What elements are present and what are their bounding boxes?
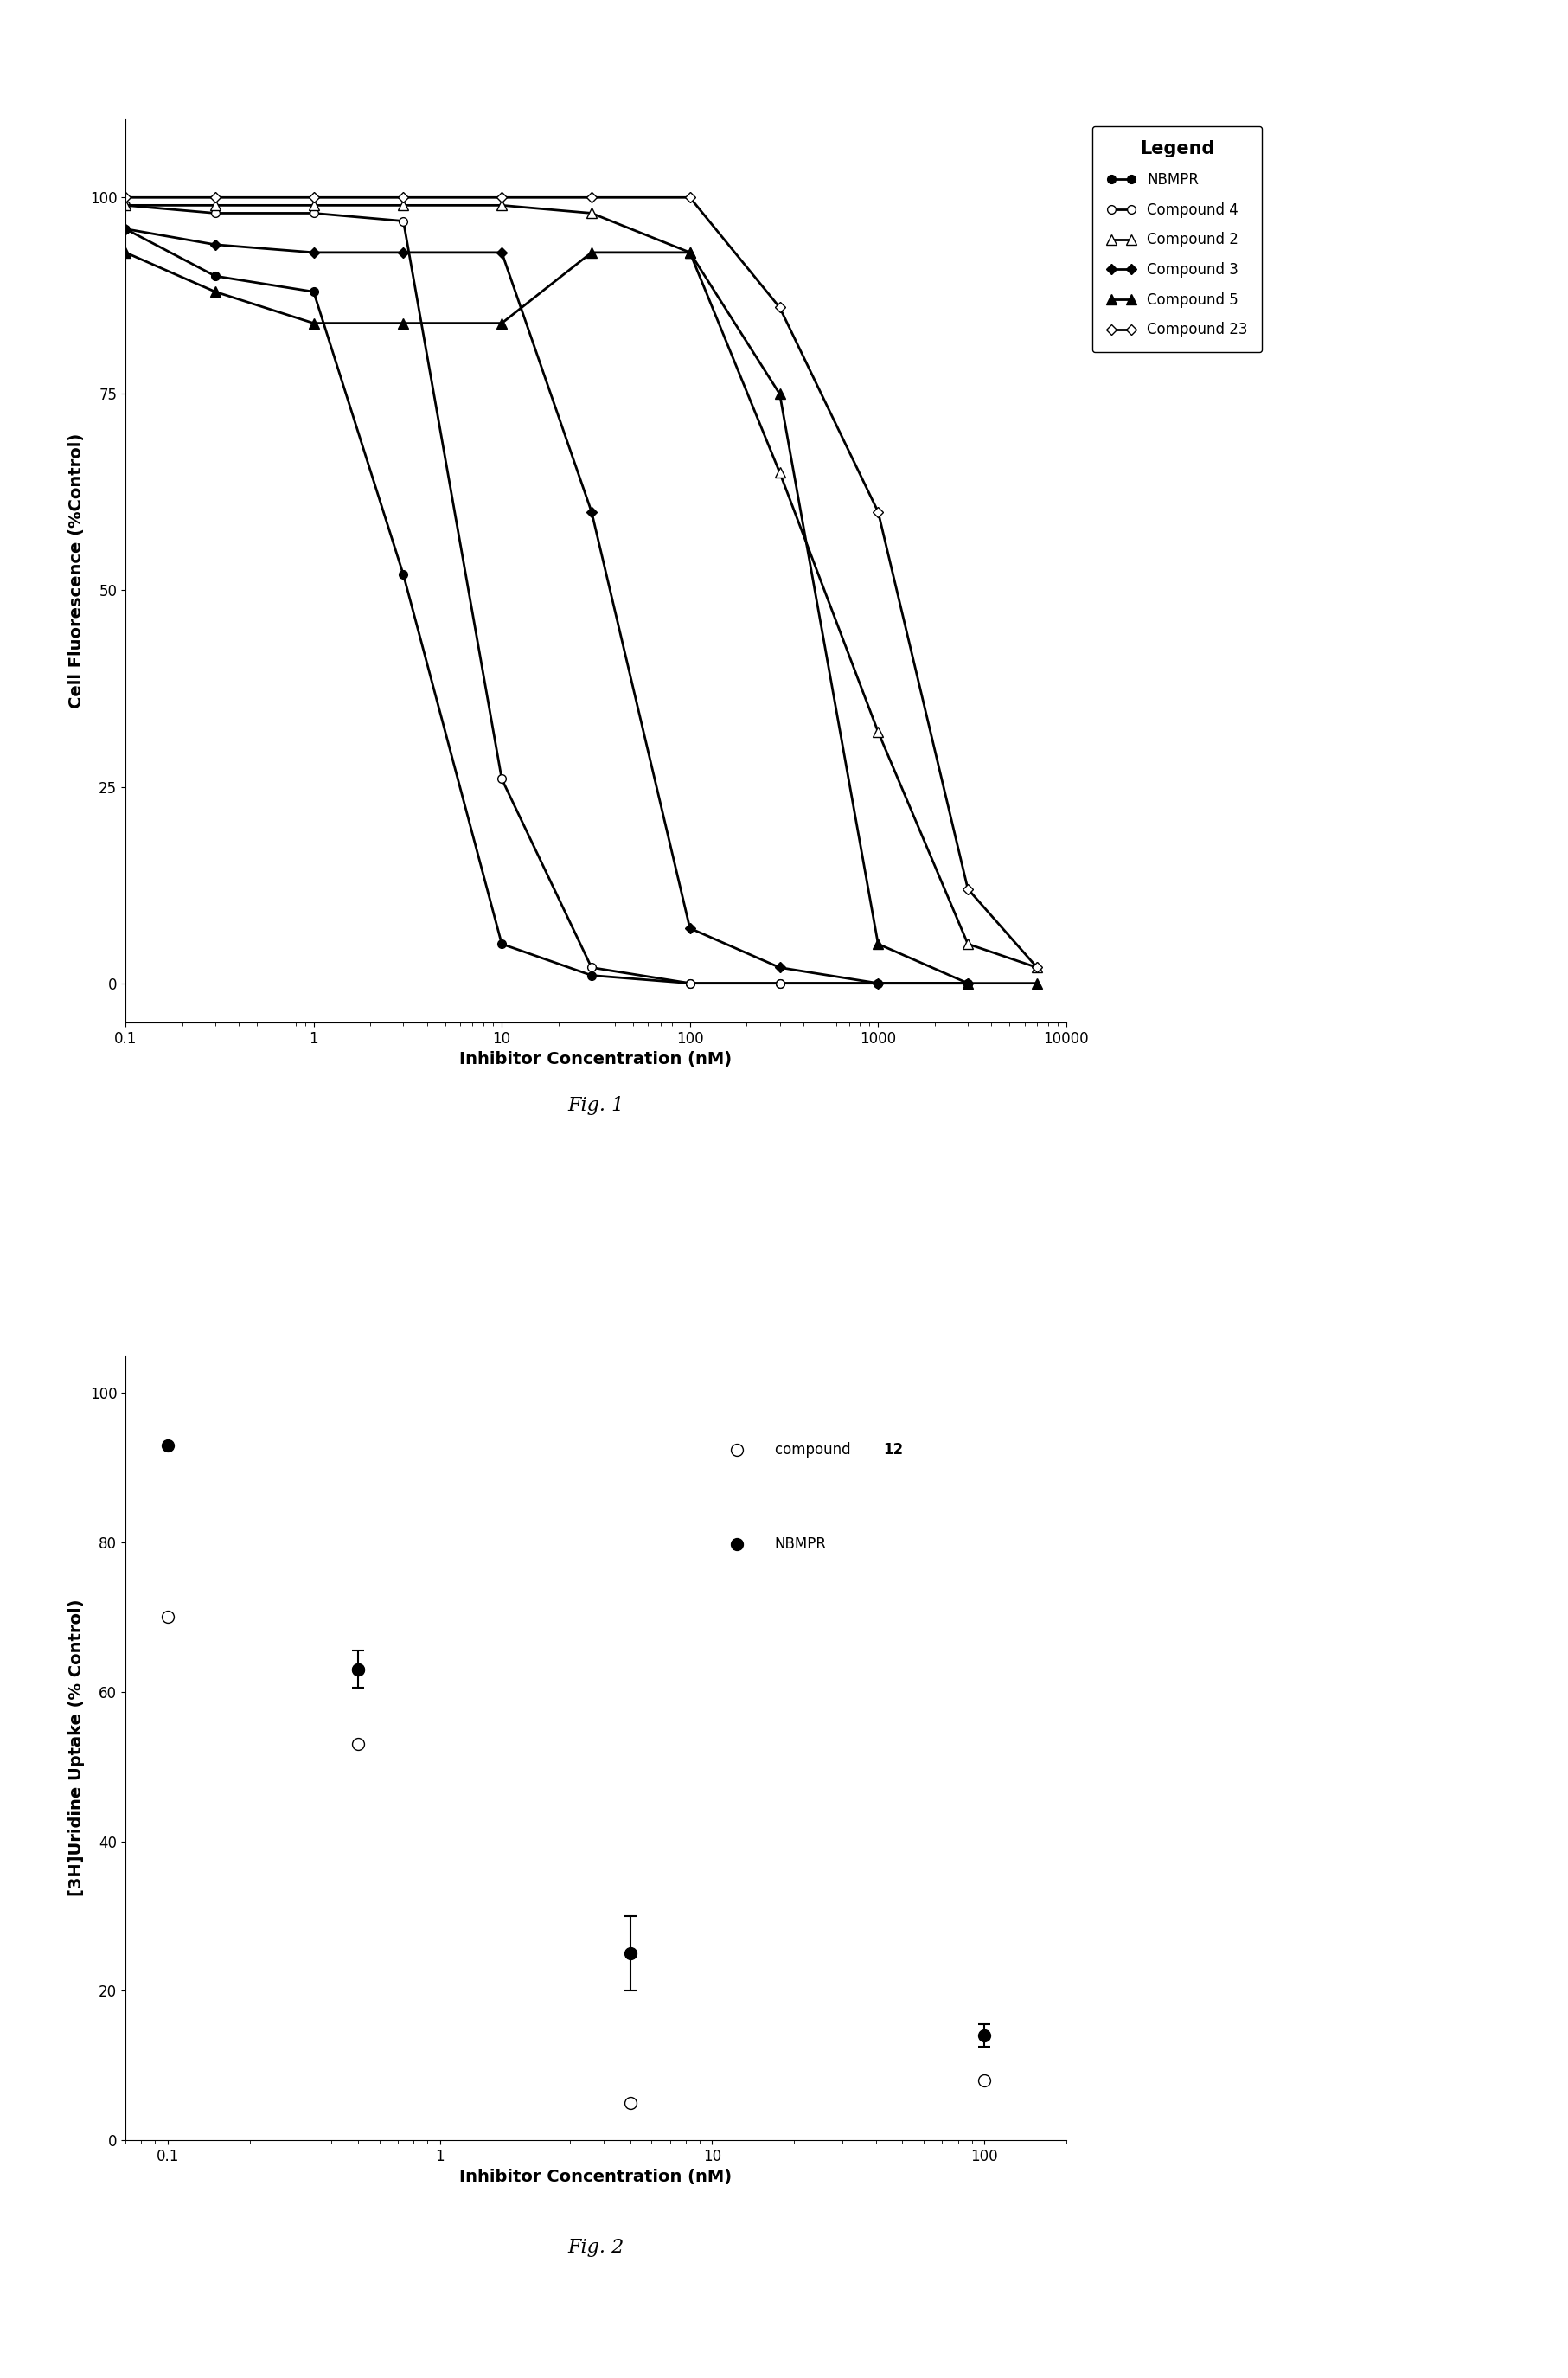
Compound 3	[116, 214, 135, 243]
Legend: NBMPR, Compound 4, Compound 2, Compound 3, Compound 5, Compound 23: NBMPR, Compound 4, Compound 2, Compound …	[1093, 126, 1262, 352]
Compound 3	[582, 497, 601, 526]
Compound 3	[304, 238, 323, 266]
Text: compound: compound	[775, 1441, 855, 1458]
Compound 23	[958, 875, 977, 904]
Compound 2	[205, 190, 224, 219]
Compound 2	[116, 190, 135, 219]
Compound 4	[205, 200, 224, 228]
Compound 2	[304, 190, 323, 219]
NBMPR	[205, 262, 224, 290]
Text: Fig. 1: Fig. 1	[568, 1096, 624, 1115]
Compound 5	[304, 309, 323, 338]
Text: NBMPR: NBMPR	[775, 1536, 826, 1550]
Compound 2	[770, 459, 789, 487]
NBMPR	[394, 561, 412, 590]
Compound 4	[958, 968, 977, 996]
Compound 2	[394, 190, 412, 219]
NBMPR	[770, 968, 789, 996]
X-axis label: Inhibitor Concentration (nM): Inhibitor Concentration (nM)	[459, 2169, 732, 2185]
Compound 3	[770, 954, 789, 982]
Compound 4	[582, 954, 601, 982]
Compound 3	[492, 238, 511, 266]
Compound 3	[394, 238, 412, 266]
Compound 5	[492, 309, 511, 338]
Compound 5	[116, 238, 135, 266]
Compound 23	[492, 183, 511, 212]
Compound 23	[1027, 954, 1046, 982]
Compound 5	[770, 380, 789, 409]
Compound 23	[681, 183, 699, 212]
Compound 3	[869, 968, 887, 996]
NBMPR	[958, 968, 977, 996]
NBMPR	[582, 961, 601, 989]
NBMPR	[681, 968, 699, 996]
Compound 4	[116, 190, 135, 219]
NBMPR	[116, 214, 135, 243]
Line: Compound 3: Compound 3	[122, 226, 972, 987]
Compound 3	[205, 231, 224, 259]
Compound 5	[958, 968, 977, 996]
Compound 23	[304, 183, 323, 212]
X-axis label: Inhibitor Concentration (nM): Inhibitor Concentration (nM)	[459, 1051, 732, 1068]
Line: NBMPR: NBMPR	[121, 224, 972, 987]
Compound 23	[869, 497, 887, 526]
Y-axis label: Cell Fluorescence (%Control): Cell Fluorescence (%Control)	[69, 433, 85, 709]
Compound 5	[394, 309, 412, 338]
Compound 5	[1027, 968, 1046, 996]
Compound 23	[770, 292, 789, 321]
Line: Compound 5: Compound 5	[121, 247, 1041, 987]
Compound 5	[869, 930, 887, 958]
Compound 4	[492, 766, 511, 794]
Compound 23	[205, 183, 224, 212]
Compound 3	[958, 968, 977, 996]
Line: Compound 4: Compound 4	[121, 202, 972, 987]
Compound 4	[869, 968, 887, 996]
Text: Fig. 2: Fig. 2	[568, 2238, 624, 2257]
Compound 23	[582, 183, 601, 212]
Line: Compound 23: Compound 23	[122, 195, 1041, 970]
Compound 4	[770, 968, 789, 996]
NBMPR	[304, 278, 323, 307]
Compound 3	[681, 913, 699, 942]
NBMPR	[492, 930, 511, 958]
Compound 5	[681, 238, 699, 266]
Line: Compound 2: Compound 2	[121, 200, 1041, 973]
Compound 23	[116, 183, 135, 212]
Compound 2	[1027, 954, 1046, 982]
Compound 2	[582, 200, 601, 228]
Compound 5	[205, 278, 224, 307]
Compound 2	[869, 718, 887, 747]
NBMPR	[869, 968, 887, 996]
Text: 12: 12	[883, 1441, 903, 1458]
Compound 4	[394, 207, 412, 235]
Compound 4	[681, 968, 699, 996]
Compound 23	[394, 183, 412, 212]
Compound 4	[304, 200, 323, 228]
Compound 5	[582, 238, 601, 266]
Compound 2	[958, 930, 977, 958]
Y-axis label: [3H]Uridine Uptake (% Control): [3H]Uridine Uptake (% Control)	[69, 1600, 85, 1895]
Compound 2	[492, 190, 511, 219]
Compound 2	[681, 238, 699, 266]
